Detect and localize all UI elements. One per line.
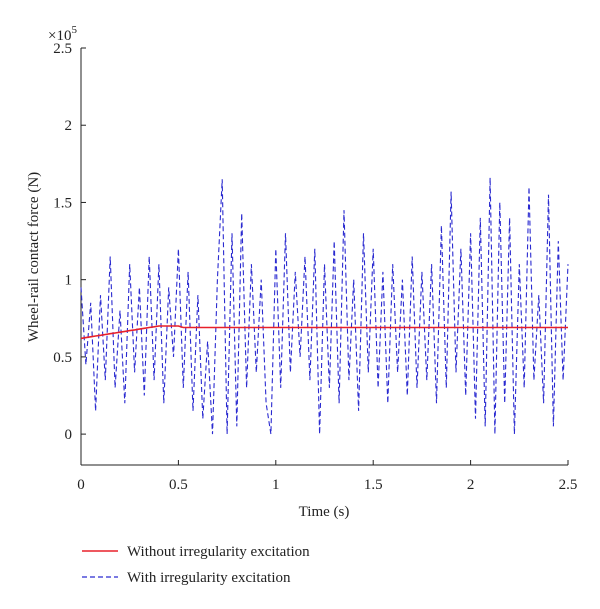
legend-label: With irregularity excitation [127, 570, 291, 586]
y-tick-label: 1 [65, 273, 73, 289]
y-tick-label: 0.5 [53, 350, 72, 366]
x-tick-label: 1 [272, 477, 280, 493]
y-tick-label: 1.5 [53, 195, 72, 211]
legend-label: Without irregularity excitation [127, 544, 310, 560]
data-line [80, 177, 569, 435]
data-line [80, 325, 568, 340]
y-tick-label: 2 [65, 118, 73, 134]
x-tick-label: 0.5 [169, 477, 188, 493]
x-tick-label: 0 [77, 477, 85, 493]
x-axis-title: Time (s) [299, 504, 350, 520]
y-tick-label: 2.5 [53, 41, 72, 57]
y-tick-label: 0 [65, 427, 73, 443]
x-tick-label: 2 [467, 477, 475, 493]
multiplier-base: ×10 [48, 28, 71, 44]
x-tick-label: 1.5 [364, 477, 383, 493]
axis-multiplier: ×105 [48, 24, 77, 44]
x-tick-label: 2.5 [559, 477, 578, 493]
multiplier-exponent: 5 [71, 24, 77, 36]
y-axis-title: Wheel-rail contact force (N) [26, 172, 42, 342]
